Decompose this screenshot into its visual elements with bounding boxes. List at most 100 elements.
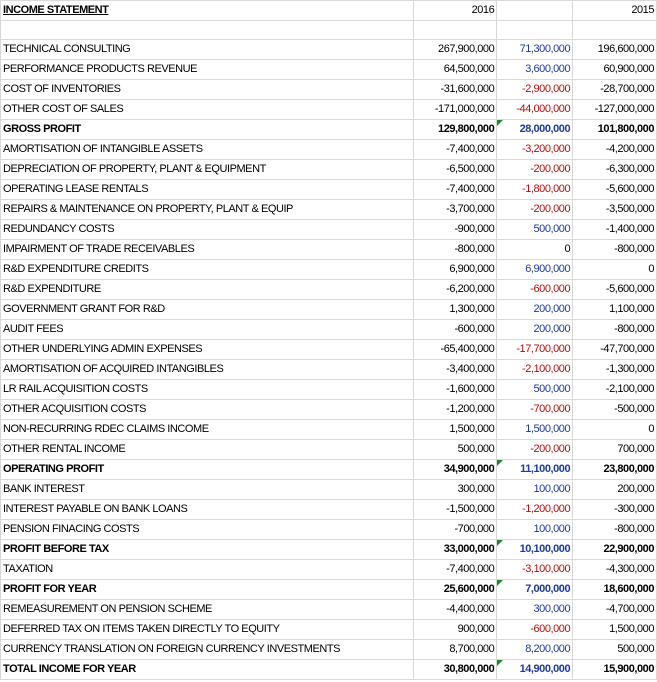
line-item-label-cell[interactable]: DEPRECIATION OF PROPERTY, PLANT & EQUIPM… xyxy=(0,159,415,180)
value-2016-cell[interactable]: 1,500,000 xyxy=(413,419,498,440)
value-2015-cell[interactable]: 500,000 xyxy=(572,639,657,660)
change-value-cell[interactable]: -1,200,000 xyxy=(496,499,574,520)
value-2015-cell[interactable]: 15,900,000 xyxy=(572,659,657,680)
value-2015-cell[interactable]: -500,000 xyxy=(572,399,657,420)
change-value-cell[interactable]: -600,000 xyxy=(496,279,574,300)
empty-cell[interactable] xyxy=(496,20,574,40)
line-item-label-cell[interactable]: DEFERRED TAX ON ITEMS TAKEN DIRECTLY TO … xyxy=(0,619,415,640)
line-item-label-cell[interactable]: GOVERNMENT GRANT FOR R&D xyxy=(0,299,415,320)
value-2015-cell[interactable]: -800,000 xyxy=(572,239,657,260)
change-value-cell[interactable]: -3,100,000 xyxy=(496,559,574,580)
value-2015-cell[interactable]: 23,800,000 xyxy=(572,459,657,480)
change-value-cell[interactable]: 7,000,000 xyxy=(496,579,574,600)
year-2015-header-cell[interactable]: 2015 xyxy=(572,0,657,21)
line-item-label-cell[interactable]: BANK INTEREST xyxy=(0,479,415,500)
line-item-label-cell[interactable]: TECHNICAL CONSULTING xyxy=(0,39,415,60)
line-item-label-cell[interactable]: PROFIT FOR YEAR xyxy=(0,579,415,600)
value-2016-cell[interactable]: 300,000 xyxy=(413,479,498,500)
value-2015-cell[interactable]: -6,300,000 xyxy=(572,159,657,180)
change-value-cell[interactable]: -200,000 xyxy=(496,199,574,220)
line-item-label-cell[interactable]: PENSION FINACING COSTS xyxy=(0,519,415,540)
line-item-label-cell[interactable]: AMORTISATION OF ACQUIRED INTANGIBLES xyxy=(0,359,415,380)
value-2015-cell[interactable]: -4,300,000 xyxy=(572,559,657,580)
value-2015-cell[interactable]: -800,000 xyxy=(572,319,657,340)
value-2015-cell[interactable]: 1,500,000 xyxy=(572,619,657,640)
value-2015-cell[interactable]: -5,600,000 xyxy=(572,179,657,200)
line-item-label-cell[interactable]: INTEREST PAYABLE ON BANK LOANS xyxy=(0,499,415,520)
change-value-cell[interactable]: 3,600,000 xyxy=(496,59,574,80)
change-value-cell[interactable]: -17,700,000 xyxy=(496,339,574,360)
change-value-cell[interactable]: 8,200,000 xyxy=(496,639,574,660)
line-item-label-cell[interactable]: PERFORMANCE PRODUCTS REVENUE xyxy=(0,59,415,80)
value-2015-cell[interactable]: -300,000 xyxy=(572,499,657,520)
value-2015-cell[interactable]: 101,800,000 xyxy=(572,119,657,140)
change-value-cell[interactable]: -2,900,000 xyxy=(496,79,574,100)
line-item-label-cell[interactable]: OTHER RENTAL INCOME xyxy=(0,439,415,460)
value-2015-cell[interactable]: 0 xyxy=(572,259,657,280)
line-item-label-cell[interactable]: PROFIT BEFORE TAX xyxy=(0,539,415,560)
change-value-cell[interactable]: 100,000 xyxy=(496,479,574,500)
value-2016-cell[interactable]: -7,400,000 xyxy=(413,179,498,200)
value-2016-cell[interactable]: 500,000 xyxy=(413,439,498,460)
change-value-cell[interactable]: -2,100,000 xyxy=(496,359,574,380)
value-2015-cell[interactable]: 18,600,000 xyxy=(572,579,657,600)
value-2015-cell[interactable]: -3,500,000 xyxy=(572,199,657,220)
value-2016-cell[interactable]: -600,000 xyxy=(413,319,498,340)
value-2016-cell[interactable]: 33,000,000 xyxy=(413,539,498,560)
value-2016-cell[interactable]: -1,200,000 xyxy=(413,399,498,420)
value-2016-cell[interactable]: -6,200,000 xyxy=(413,279,498,300)
value-2016-cell[interactable]: 1,300,000 xyxy=(413,299,498,320)
value-2016-cell[interactable]: 267,900,000 xyxy=(413,39,498,60)
value-2016-cell[interactable]: -7,400,000 xyxy=(413,559,498,580)
value-2015-cell[interactable]: -47,700,000 xyxy=(572,339,657,360)
line-item-label-cell[interactable]: GROSS PROFIT xyxy=(0,119,415,140)
value-2015-cell[interactable]: 60,900,000 xyxy=(572,59,657,80)
value-2016-cell[interactable]: 8,700,000 xyxy=(413,639,498,660)
value-2015-cell[interactable]: -28,700,000 xyxy=(572,79,657,100)
value-2016-cell[interactable]: -65,400,000 xyxy=(413,339,498,360)
change-value-cell[interactable]: 10,100,000 xyxy=(496,539,574,560)
value-2015-cell[interactable]: -800,000 xyxy=(572,519,657,540)
value-2016-cell[interactable]: -700,000 xyxy=(413,519,498,540)
value-2015-cell[interactable]: 0 xyxy=(572,419,657,440)
change-value-cell[interactable]: 71,300,000 xyxy=(496,39,574,60)
value-2016-cell[interactable]: -7,400,000 xyxy=(413,139,498,160)
line-item-label-cell[interactable]: OTHER COST OF SALES xyxy=(0,99,415,120)
value-2016-cell[interactable]: -4,400,000 xyxy=(413,599,498,620)
line-item-label-cell[interactable]: OPERATING PROFIT xyxy=(0,459,415,480)
line-item-label-cell[interactable]: REDUNDANCY COSTS xyxy=(0,219,415,240)
change-value-cell[interactable]: -600,000 xyxy=(496,619,574,640)
value-2016-cell[interactable]: 129,800,000 xyxy=(413,119,498,140)
value-2016-cell[interactable]: 900,000 xyxy=(413,619,498,640)
change-header-cell[interactable] xyxy=(496,0,574,21)
change-value-cell[interactable]: -44,000,000 xyxy=(496,99,574,120)
year-2016-header-cell[interactable]: 2016 xyxy=(413,0,498,21)
value-2016-cell[interactable]: -6,500,000 xyxy=(413,159,498,180)
empty-cell[interactable] xyxy=(572,20,657,40)
change-value-cell[interactable]: 200,000 xyxy=(496,299,574,320)
value-2016-cell[interactable]: 34,900,000 xyxy=(413,459,498,480)
line-item-label-cell[interactable]: OTHER ACQUISITION COSTS xyxy=(0,399,415,420)
value-2016-cell[interactable]: 64,500,000 xyxy=(413,59,498,80)
empty-cell[interactable] xyxy=(413,20,498,40)
value-2015-cell[interactable]: 1,100,000 xyxy=(572,299,657,320)
line-item-label-cell[interactable]: OPERATING LEASE RENTALS xyxy=(0,179,415,200)
value-2016-cell[interactable]: -900,000 xyxy=(413,219,498,240)
value-2015-cell[interactable]: -5,600,000 xyxy=(572,279,657,300)
value-2015-cell[interactable]: -1,300,000 xyxy=(572,359,657,380)
value-2016-cell[interactable]: -3,700,000 xyxy=(413,199,498,220)
statement-title-cell[interactable]: INCOME STATEMENT xyxy=(0,0,415,21)
empty-cell[interactable] xyxy=(0,20,415,40)
line-item-label-cell[interactable]: TOTAL INCOME FOR YEAR xyxy=(0,659,415,680)
value-2016-cell[interactable]: -3,400,000 xyxy=(413,359,498,380)
change-value-cell[interactable]: -200,000 xyxy=(496,439,574,460)
value-2015-cell[interactable]: -127,000,000 xyxy=(572,99,657,120)
value-2015-cell[interactable]: 700,000 xyxy=(572,439,657,460)
value-2016-cell[interactable]: -1,600,000 xyxy=(413,379,498,400)
change-value-cell[interactable]: 500,000 xyxy=(496,379,574,400)
change-value-cell[interactable]: -200,000 xyxy=(496,159,574,180)
change-value-cell[interactable]: 0 xyxy=(496,239,574,260)
line-item-label-cell[interactable]: CURRENCY TRANSLATION ON FOREIGN CURRENCY… xyxy=(0,639,415,660)
line-item-label-cell[interactable]: COST OF INVENTORIES xyxy=(0,79,415,100)
line-item-label-cell[interactable]: TAXATION xyxy=(0,559,415,580)
